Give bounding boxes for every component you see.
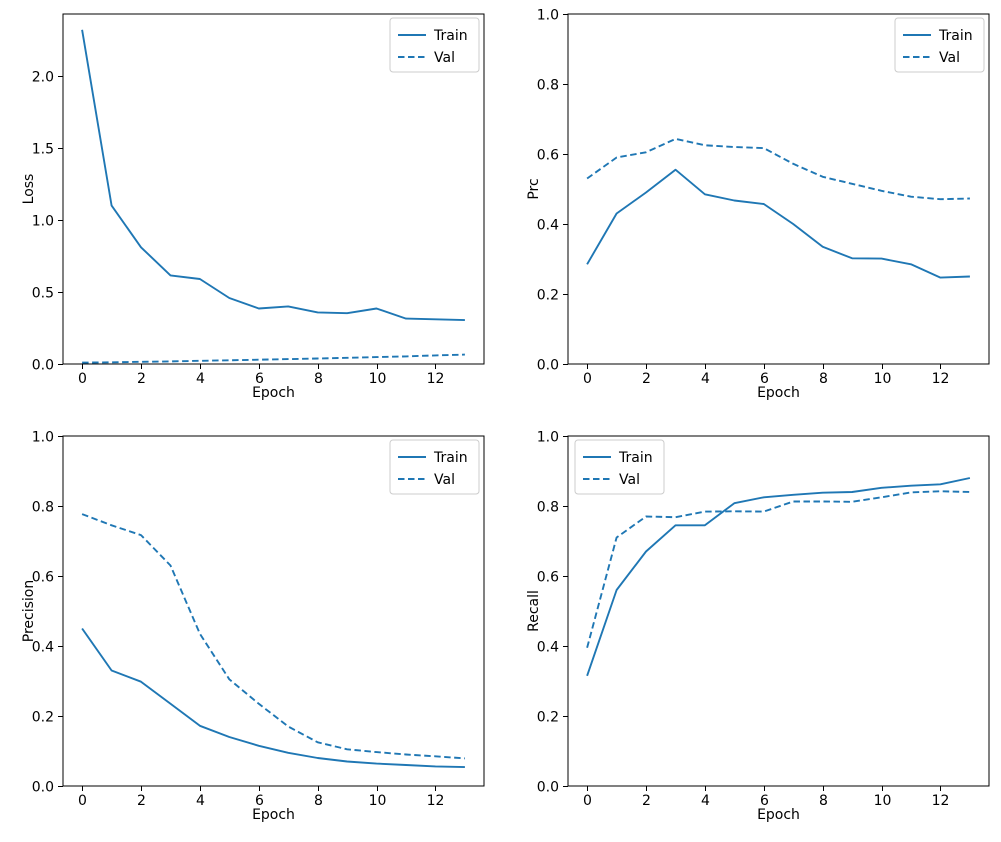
precision-plot-svg: 0 2 4 6 8 10 12 0.0 0.2 0.4 0.6 0.8 1.0 Epoch Precisio…: [21, 430, 485, 823]
y-tick-label: 0.5: [32, 286, 54, 302]
train-line: [586, 168, 970, 279]
legend-val-label: Val: [434, 50, 455, 66]
x-tick-label: 12: [932, 371, 950, 387]
legend-box: [389, 439, 480, 495]
y-tick-label: 0.4: [537, 640, 559, 656]
x-tick-label: 2: [642, 793, 651, 809]
axes-frame: [62, 13, 485, 365]
x-tick-label: 6: [255, 371, 264, 387]
x-tick-label: 8: [314, 793, 323, 809]
x-tick-label: 2: [642, 371, 651, 387]
prc-plot-svg: 0 2 4 6 8 10 12 0.0 0.2 0.4 0.6 0.8 1.0 Epoch Prc Train…: [526, 8, 990, 401]
x-tick-label: 2: [137, 371, 146, 387]
x-tick-label: 4: [196, 371, 205, 387]
x-tick-label: 0: [583, 371, 592, 387]
y-tick-label: 0.4: [32, 640, 54, 656]
train-line: [81, 627, 465, 769]
x-tick-label: 12: [427, 371, 445, 387]
x-tick-label: 10: [874, 371, 892, 387]
x-tick-label: 0: [78, 793, 87, 809]
chart-loss: 0 2 4 6 8 10 12 0.0 0.5 1.0 1.5 2.0 Epoch Loss Train Va…: [0, 0, 500, 419]
train-line: [81, 29, 465, 322]
y-tick-label: 0.2: [32, 710, 54, 726]
y-tick-label: 0.0: [537, 358, 559, 374]
x-axis-label: Epoch: [757, 385, 800, 401]
y-tick-label: 0.0: [32, 358, 54, 374]
x-axis-label: Epoch: [252, 385, 295, 401]
x-axis-label: Epoch: [252, 807, 295, 823]
x-tick-label: 0: [583, 793, 592, 809]
axes-frame: [62, 435, 485, 787]
y-tick-label: 1.0: [537, 430, 559, 446]
legend-val-label: Val: [619, 472, 640, 488]
x-tick-label: 12: [427, 793, 445, 809]
x-tick-label: 8: [314, 371, 323, 387]
chart-prc: 0 2 4 6 8 10 12 0.0 0.2 0.4 0.6 0.8 1.0 Epoch Prc Train…: [500, 0, 1001, 419]
x-tick-label: 6: [255, 793, 264, 809]
legend-train-label: Train: [433, 450, 468, 466]
x-axis-label: Epoch: [757, 807, 800, 823]
x-tick-label: 8: [819, 371, 828, 387]
legend-train-label: Train: [938, 28, 973, 44]
legend-val-label: Val: [434, 472, 455, 488]
y-tick-label: 0.6: [32, 570, 54, 586]
x-tick-label: 10: [874, 793, 892, 809]
y-tick-label: 1.0: [32, 214, 54, 230]
x-tick-label: 4: [701, 371, 710, 387]
y-tick-label: 0.0: [32, 780, 54, 796]
x-tick-label: 6: [760, 371, 769, 387]
y-tick-label: 1.0: [32, 430, 54, 446]
x-tick-label: 6: [760, 793, 769, 809]
y-axis-label: Recall: [526, 590, 542, 632]
x-tick-label: 4: [196, 793, 205, 809]
y-tick-label: 1.0: [537, 8, 559, 24]
legend-box: [894, 17, 985, 73]
loss-plot-svg: 0 2 4 6 8 10 12 0.0 0.5 1.0 1.5 2.0 Epoch Loss Train Va…: [21, 13, 485, 401]
legend-val-label: Val: [939, 50, 960, 66]
chart-recall: 0 2 4 6 8 10 12 0.0 0.2 0.4 0.6 0.8 1.0 Epoch Recall Tr…: [500, 419, 1001, 838]
train-line: [586, 477, 971, 677]
x-tick-label: 8: [819, 793, 828, 809]
x-tick-label: 0: [78, 371, 87, 387]
y-tick-label: 0.8: [537, 78, 559, 94]
y-axis-label: Prc: [526, 178, 542, 199]
y-tick-label: 0.8: [32, 500, 54, 516]
y-tick-label: 2.0: [32, 70, 54, 86]
val-line: [81, 513, 465, 760]
x-tick-label: 12: [932, 793, 950, 809]
axes-frame: [567, 435, 990, 787]
x-tick-label: 4: [701, 793, 710, 809]
y-tick-label: 1.5: [32, 142, 54, 158]
chart-precision: 0 2 4 6 8 10 12 0.0 0.2 0.4 0.6 0.8 1.0 Epoch Precisio…: [0, 419, 500, 838]
y-tick-label: 0.8: [537, 500, 559, 516]
val-line: [82, 353, 465, 364]
y-axis-label: Precision: [21, 580, 37, 642]
y-tick-label: 0.6: [537, 570, 559, 586]
legend-train-label: Train: [433, 28, 468, 44]
y-tick-label: 0.0: [537, 780, 559, 796]
legend-train-label: Train: [618, 450, 653, 466]
y-axis-label: Loss: [21, 174, 37, 205]
x-tick-label: 2: [137, 793, 146, 809]
val-line: [586, 137, 970, 201]
val-line: [586, 490, 970, 649]
legend-box: [389, 17, 480, 73]
y-tick-label: 0.2: [537, 710, 559, 726]
y-tick-label: 0.6: [537, 148, 559, 164]
recall-plot-svg: 0 2 4 6 8 10 12 0.0 0.2 0.4 0.6 0.8 1.0 Epoch Recall Tr…: [526, 430, 990, 823]
y-tick-label: 0.2: [537, 288, 559, 304]
x-tick-label: 10: [369, 793, 387, 809]
y-tick-label: 0.4: [537, 218, 559, 234]
legend-box: [574, 439, 665, 495]
x-tick-label: 10: [369, 371, 387, 387]
axes-frame: [567, 13, 990, 365]
